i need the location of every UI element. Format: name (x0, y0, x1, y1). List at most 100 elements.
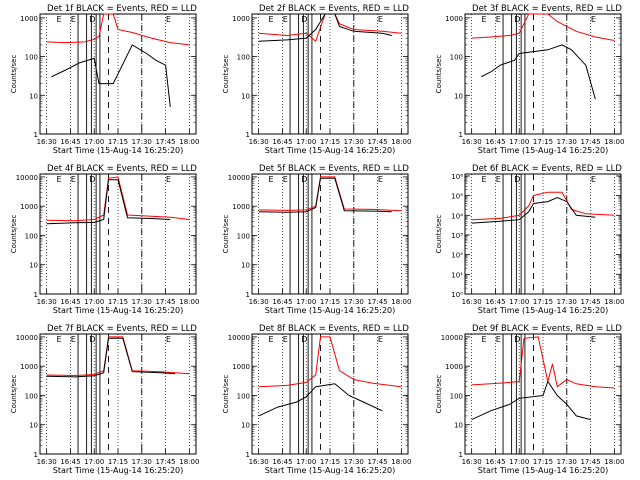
lld-series-line (258, 176, 402, 212)
x-tick-label: 16:30 (249, 298, 269, 306)
x-tick-label: 16:45 (485, 298, 505, 306)
top-marker: D (301, 175, 307, 184)
y-tick-label: 1 (34, 451, 38, 459)
top-marker: D (89, 175, 95, 184)
lld-series-line (258, 336, 402, 388)
top-marker: E (56, 335, 61, 344)
x-tick-label: 16:45 (272, 458, 292, 466)
x-tick-label: 17:15 (320, 458, 340, 466)
x-tick-label: 17:00 (509, 298, 529, 306)
x-tick-label: 16:30 (37, 458, 57, 466)
top-marker: D (301, 15, 307, 24)
y-tick-label: 1000 (20, 363, 38, 371)
y-axis-label: Counts/sec (10, 55, 18, 94)
y-tick-label: 10000 (441, 334, 463, 342)
x-tick-label: 17:30 (557, 298, 577, 306)
top-marker: E (378, 175, 383, 184)
x-tick-label: 16:30 (37, 298, 57, 306)
lld-series-line (471, 336, 615, 389)
x-tick-label: 18:00 (179, 138, 199, 146)
top-marker: E (71, 15, 76, 24)
y-tick-label: 10 (454, 92, 463, 100)
x-tick-label: 17:45 (155, 138, 175, 146)
y-tick-label: 1000 (20, 15, 38, 23)
x-tick-label: 17:30 (557, 138, 577, 146)
top-marker: E (591, 15, 596, 24)
events-series-line (258, 383, 383, 417)
x-tick-label: 16:30 (462, 458, 482, 466)
panel-title: Det 2f BLACK = Events, RED = LLD (259, 4, 409, 14)
x-tick-label: 18:00 (391, 458, 411, 466)
y-tick-label: 10000 (228, 174, 250, 182)
top-marker: E (496, 175, 501, 184)
y-axis-label: Counts/sec (435, 215, 443, 254)
y-tick-label: 10 (454, 422, 463, 430)
x-tick-label: 17:00 (84, 458, 104, 466)
y-tick-label: 10 (29, 262, 38, 270)
x-tick-label: 17:15 (108, 458, 128, 466)
x-tick-label: 17:15 (320, 138, 340, 146)
events-series-line (258, 13, 392, 42)
y-tick-label: 10000 (16, 174, 38, 182)
x-tick-label: 17:30 (132, 458, 152, 466)
y-tick-label: 1000 (232, 15, 250, 23)
x-tick-label: 16:45 (272, 138, 292, 146)
y-tick-label: 100 (237, 232, 250, 240)
x-tick-label: 16:30 (249, 458, 269, 466)
x-tick-label: 17:00 (84, 138, 104, 146)
y-tick-label: 1 (246, 291, 250, 299)
x-axis-label: Start Time (15-Aug-14 16:25:20) (265, 466, 396, 475)
x-tick-label: 16:45 (60, 138, 80, 146)
x-tick-label: 18:00 (604, 138, 624, 146)
x-tick-label: 17:00 (296, 458, 316, 466)
lld-series-line (471, 191, 615, 221)
x-tick-label: 18:00 (179, 458, 199, 466)
y-tick-label: 10⁵ (451, 193, 463, 201)
top-marker: E (71, 335, 76, 344)
y-tick-label: 10 (29, 92, 38, 100)
x-tick-label: 17:00 (296, 138, 316, 146)
top-marker: D (301, 335, 307, 344)
x-tick-label: 16:30 (37, 138, 57, 146)
x-tick-label: 17:45 (580, 138, 600, 146)
x-tick-label: 18:00 (391, 298, 411, 306)
events-series-line (51, 44, 171, 107)
x-tick-label: 17:45 (580, 298, 600, 306)
lld-series-line (46, 176, 190, 222)
events-series-line (471, 380, 591, 421)
top-marker: D (514, 335, 520, 344)
x-axis-label: Start Time (15-Aug-14 16:25:20) (478, 306, 609, 315)
x-tick-label: 17:15 (533, 458, 553, 466)
x-tick-label: 17:30 (557, 458, 577, 466)
panel-title: Det 5f BLACK = Events, RED = LLD (259, 164, 409, 174)
x-axis-label: Start Time (15-Aug-14 16:25:20) (478, 466, 609, 475)
x-tick-label: 17:45 (367, 458, 387, 466)
top-marker: E (268, 175, 273, 184)
y-tick-label: 1 (246, 131, 250, 139)
x-tick-label: 18:00 (179, 298, 199, 306)
y-tick-label: 100 (450, 54, 463, 62)
panel-title: Det 7f BLACK = Events, RED = LLD (47, 324, 197, 334)
x-tick-label: 18:00 (604, 458, 624, 466)
top-marker: E (166, 15, 171, 24)
x-tick-label: 17:30 (132, 138, 152, 146)
top-marker: E (166, 175, 171, 184)
x-tick-label: 16:45 (60, 298, 80, 306)
top-marker: E (378, 335, 383, 344)
x-axis-label: Start Time (15-Aug-14 16:25:20) (53, 466, 184, 475)
top-marker: E (481, 15, 486, 24)
top-marker: E (268, 15, 273, 24)
panel-title: Det 1f BLACK = Events, RED = LLD (47, 4, 197, 14)
y-tick-label: 100 (450, 392, 463, 400)
y-tick-label: 10⁴ (451, 212, 463, 220)
y-tick-label: 10¹ (451, 271, 463, 279)
x-axis-label: Start Time (15-Aug-14 16:25:20) (265, 146, 396, 155)
y-axis-label: Counts/sec (435, 55, 443, 94)
